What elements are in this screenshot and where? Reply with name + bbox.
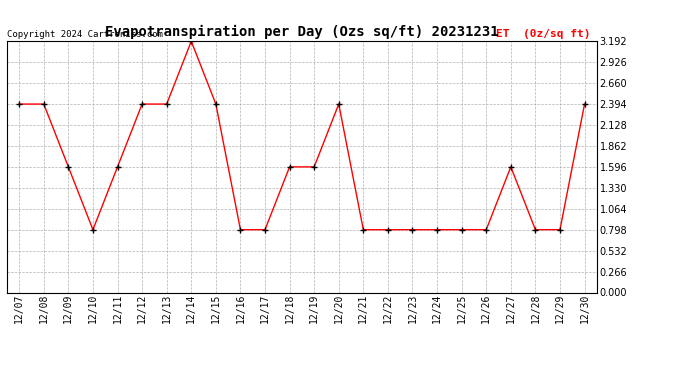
Title: Evapotranspiration per Day (Ozs sq/ft) 20231231: Evapotranspiration per Day (Ozs sq/ft) 2…	[105, 24, 499, 39]
Text: Copyright 2024 Cartronics.com: Copyright 2024 Cartronics.com	[7, 30, 163, 39]
Text: ET  (0z/sq ft): ET (0z/sq ft)	[496, 29, 591, 39]
